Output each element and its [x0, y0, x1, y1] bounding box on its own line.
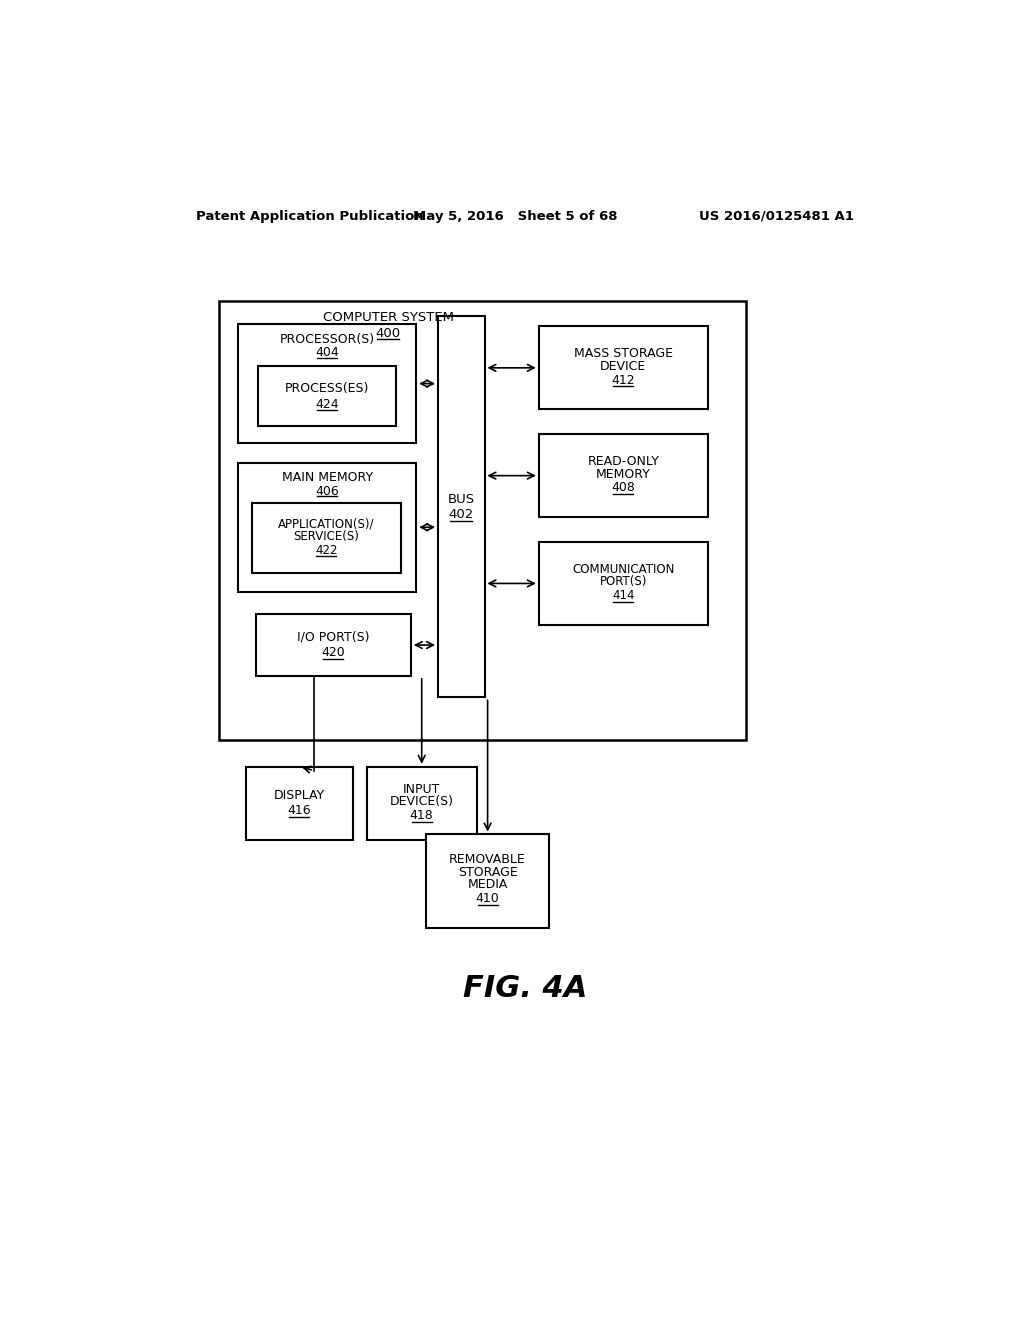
Text: COMMUNICATION: COMMUNICATION — [572, 564, 675, 576]
Text: READ-ONLY: READ-ONLY — [588, 455, 659, 469]
Bar — [539, 326, 708, 409]
Text: MASS STORAGE: MASS STORAGE — [573, 347, 673, 360]
Text: COMPUTER SYSTEM: COMPUTER SYSTEM — [323, 312, 454, 325]
Text: 402: 402 — [449, 508, 474, 521]
Text: SERVICE(S): SERVICE(S) — [294, 529, 359, 543]
Bar — [219, 301, 746, 739]
Bar — [539, 543, 708, 626]
Bar — [256, 614, 411, 676]
Text: 418: 418 — [410, 809, 433, 822]
Text: 410: 410 — [476, 892, 500, 906]
Text: REMOVABLE: REMOVABLE — [450, 853, 526, 866]
Bar — [246, 767, 352, 840]
Bar — [238, 323, 417, 444]
Text: 404: 404 — [315, 346, 339, 359]
Text: 406: 406 — [315, 484, 339, 498]
Bar — [252, 503, 400, 573]
Text: BUS: BUS — [447, 492, 475, 506]
Text: Patent Application Publication: Patent Application Publication — [197, 210, 424, 223]
Text: PROCESS(ES): PROCESS(ES) — [285, 381, 370, 395]
Text: DEVICE: DEVICE — [600, 360, 646, 372]
Text: DISPLAY: DISPLAY — [273, 789, 325, 803]
Text: 422: 422 — [315, 544, 338, 557]
Text: I/O PORT(S): I/O PORT(S) — [297, 631, 370, 644]
Text: STORAGE: STORAGE — [458, 866, 517, 879]
Text: DEVICE(S): DEVICE(S) — [390, 795, 454, 808]
Text: FIG. 4A: FIG. 4A — [463, 974, 587, 1003]
Text: PORT(S): PORT(S) — [599, 576, 647, 589]
Text: 424: 424 — [315, 397, 339, 411]
Text: 420: 420 — [322, 647, 345, 659]
Text: MEMORY: MEMORY — [596, 467, 650, 480]
Bar — [238, 462, 417, 591]
Text: 400: 400 — [376, 326, 400, 339]
Text: 414: 414 — [612, 589, 635, 602]
Bar — [258, 367, 396, 426]
Bar — [426, 834, 549, 928]
Text: 416: 416 — [288, 804, 311, 817]
Text: INPUT: INPUT — [403, 783, 440, 796]
Text: PROCESSOR(S): PROCESSOR(S) — [280, 333, 375, 346]
Text: 412: 412 — [611, 374, 635, 387]
Text: MEDIA: MEDIA — [467, 878, 508, 891]
Bar — [438, 317, 484, 697]
Text: May 5, 2016   Sheet 5 of 68: May 5, 2016 Sheet 5 of 68 — [414, 210, 617, 223]
Text: APPLICATION(S)/: APPLICATION(S)/ — [279, 517, 375, 531]
Text: US 2016/0125481 A1: US 2016/0125481 A1 — [698, 210, 853, 223]
Bar — [539, 434, 708, 517]
Text: MAIN MEMORY: MAIN MEMORY — [282, 471, 373, 484]
Bar — [367, 767, 477, 840]
Text: 408: 408 — [611, 482, 635, 495]
